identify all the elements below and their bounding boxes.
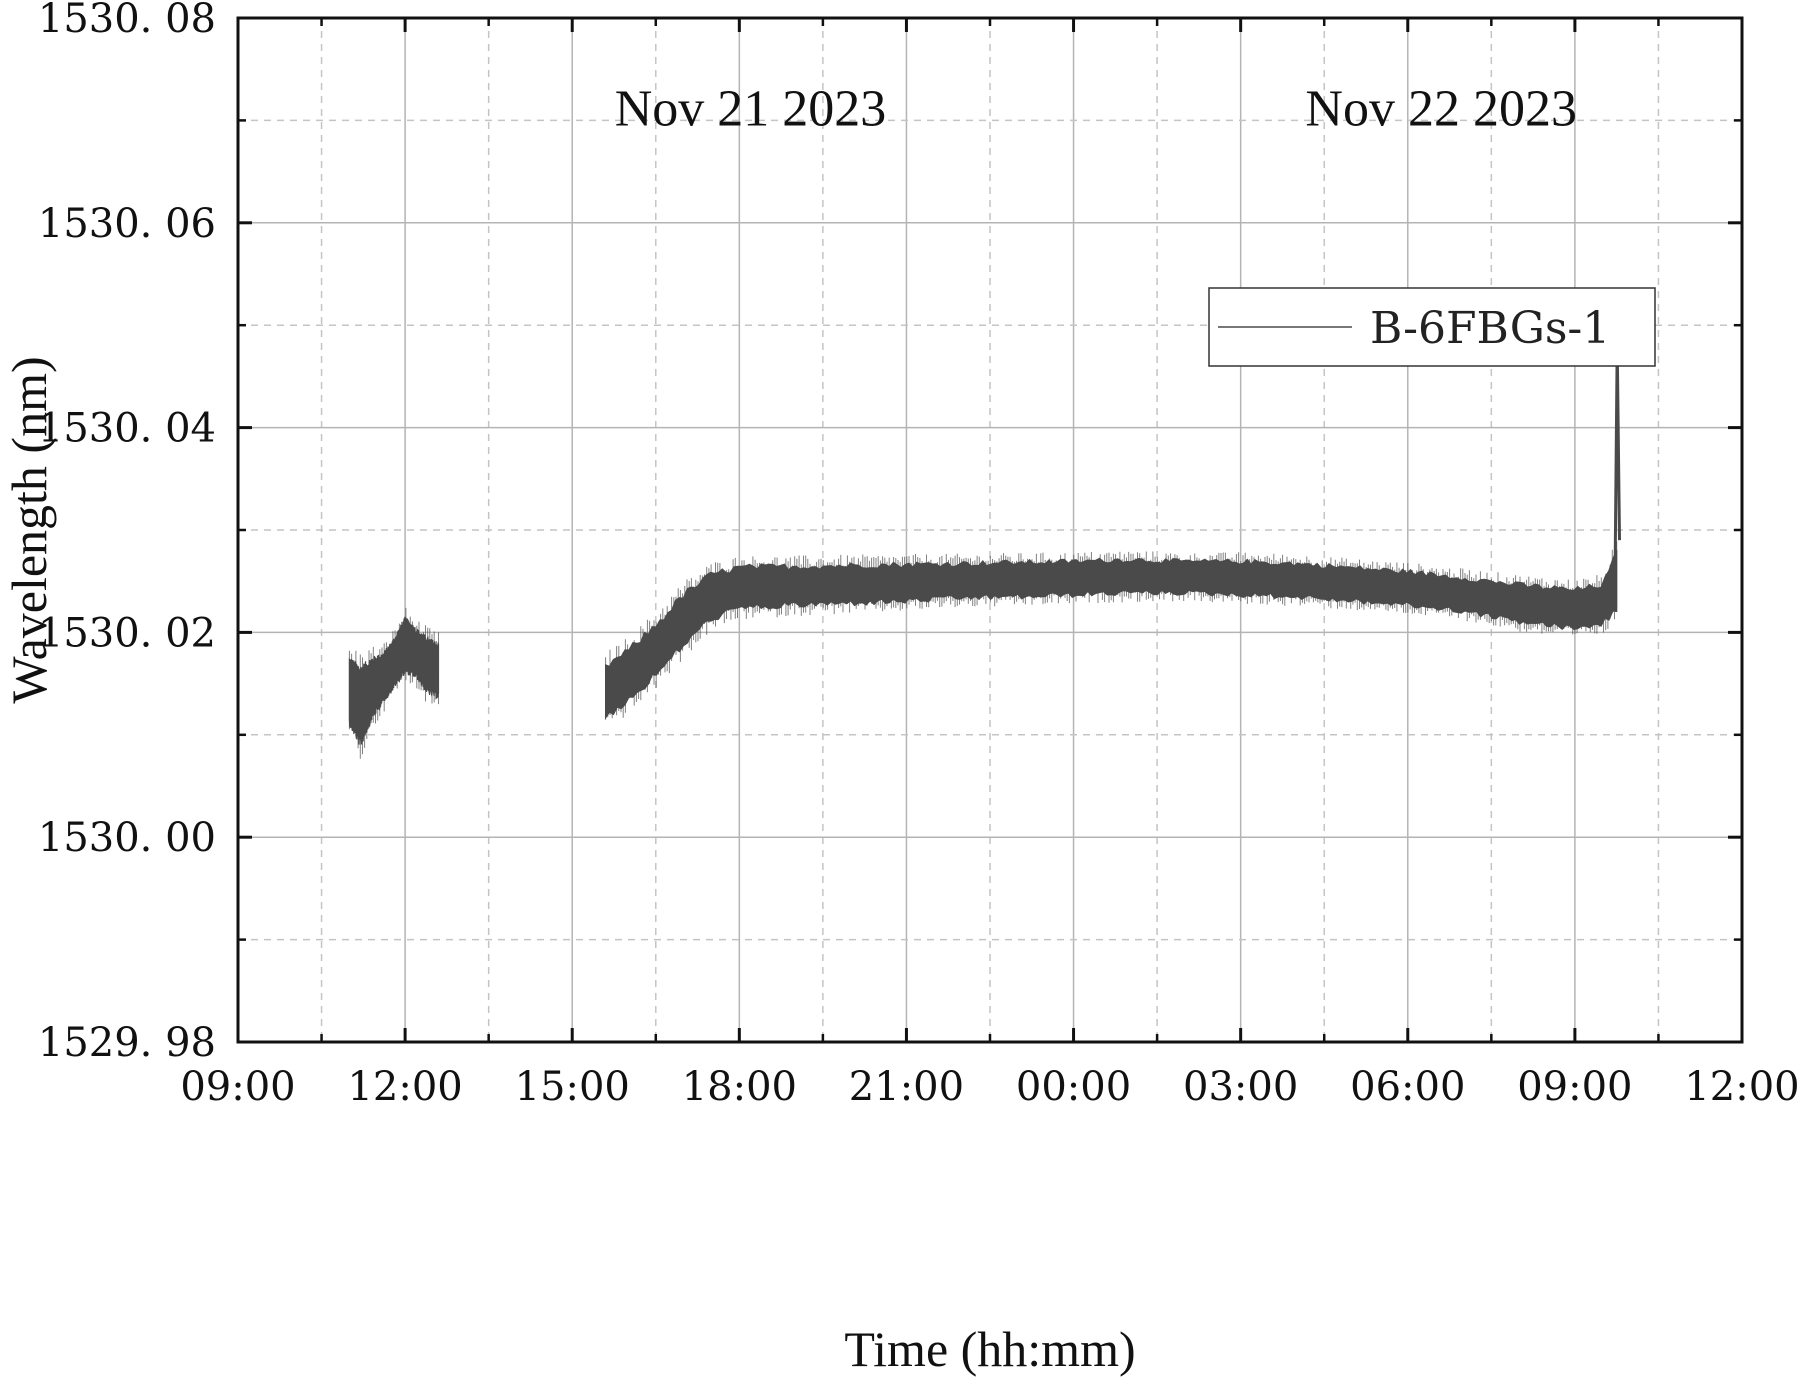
x-tick-label: 06:00 [1350, 1064, 1465, 1110]
x-tick-label: 18:00 [682, 1064, 797, 1110]
ticks [236, 16, 1744, 1044]
legend-label: B-6FBGs-1 [1370, 303, 1610, 354]
annotations: Nov 21 2023 Nov 22 2023 [615, 81, 1577, 138]
y-tick-label: 1530. 08 [38, 0, 216, 42]
tick-labels: 09:00 12:00 15:00 18:00 21:00 00:00 03:00 06:00… [38, 0, 1800, 1110]
date-annotation-2: Nov 22 2023 [1305, 81, 1577, 138]
x-tick-label: 12:00 [1684, 1064, 1799, 1110]
x-tick-label: 15:00 [515, 1064, 630, 1110]
x-tick-label: 00:00 [1016, 1064, 1131, 1110]
x-axis-title: Time (hh:mm) [844, 1321, 1135, 1377]
y-tick-label: 1530. 06 [38, 201, 216, 247]
grid [238, 18, 1742, 1042]
x-tick-label: 21:00 [849, 1064, 964, 1110]
y-tick-label: 1530. 00 [38, 815, 216, 861]
y-tick-label: 1530. 04 [38, 406, 216, 452]
y-tick-label: 1530. 02 [38, 610, 216, 656]
x-tick-label: 09:00 [180, 1064, 295, 1110]
x-tick-label: 12:00 [347, 1064, 462, 1110]
series-end-spike [1613, 345, 1621, 582]
x-tick-label: 09:00 [1517, 1064, 1632, 1110]
date-annotation-1: Nov 21 2023 [615, 81, 887, 138]
series-noise-segment-2 [605, 541, 1618, 720]
legend: B-6FBGs-1 [1208, 287, 1656, 367]
series-layer [348, 345, 1621, 759]
series-noise-segment-1 [348, 607, 439, 759]
y-axis-title: Wavelength (nm) [1, 356, 57, 703]
x-tick-label: 03:00 [1183, 1064, 1298, 1110]
y-tick-label: 1529. 98 [38, 1020, 216, 1066]
